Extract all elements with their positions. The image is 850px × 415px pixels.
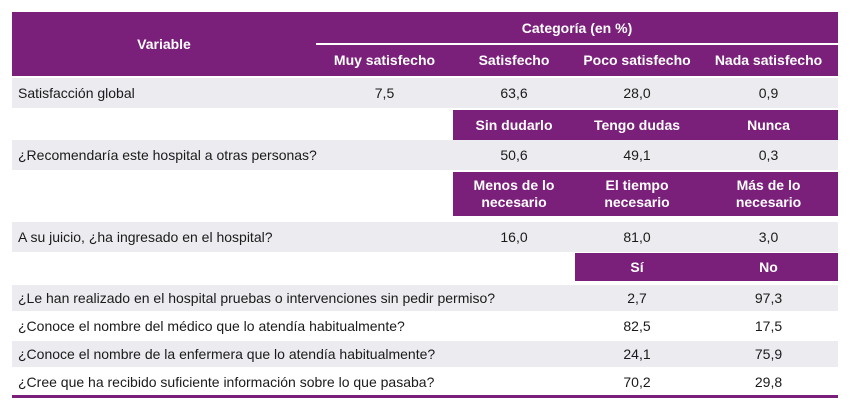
header-no: No <box>699 253 838 281</box>
header-col-poco-satisfecho: Poco satisfecho <box>575 45 699 76</box>
header-si: Sí <box>575 253 699 281</box>
header-tiempo-necesario: El tiempo necesario <box>575 172 699 216</box>
value-medico-si: 82,5 <box>575 313 699 339</box>
row-medico-label: ¿Conoce el nombre del médico que lo aten… <box>12 313 575 339</box>
header-col-muy-satisfecho: Muy satisfecho <box>316 45 453 76</box>
value-sin-dudarlo: 50,6 <box>453 140 575 170</box>
header-col-nada-satisfecho: Nada satisfecho <box>699 45 838 76</box>
value-pruebas-si: 2,7 <box>575 285 699 311</box>
value-enfermera-no: 75,9 <box>699 341 838 367</box>
header-sin-dudarlo: Sin dudarlo <box>453 110 575 140</box>
value-medico-no: 17,5 <box>699 313 838 339</box>
value-menos-necesario: 16,0 <box>453 222 575 252</box>
header-menos-necesario: Menos de lo necesario <box>453 172 575 216</box>
header-tengo-dudas: Tengo dudas <box>575 110 699 140</box>
header-category: Categoría (en %) <box>316 12 838 44</box>
value-pruebas-no: 97,3 <box>699 285 838 311</box>
value-tengo-dudas: 49,1 <box>575 140 699 170</box>
value-nada-satisfecho: 0,9 <box>699 78 838 108</box>
header-variable: Variable <box>12 12 316 76</box>
value-nunca: 0,3 <box>699 140 838 170</box>
value-mas-necesario: 3,0 <box>699 222 838 252</box>
value-informacion-si: 70,2 <box>575 369 699 395</box>
row-informacion-label: ¿Cree que ha recibido suficiente informa… <box>12 369 575 395</box>
row-ingreso-label: A su juicio, ¿ha ingresado en el hospita… <box>12 222 453 252</box>
value-poco-satisfecho: 28,0 <box>575 78 699 108</box>
row-enfermera-label: ¿Conoce el nombre de la enfermera que lo… <box>12 341 575 367</box>
header-col-satisfecho: Satisfecho <box>453 45 575 76</box>
header-nunca: Nunca <box>699 110 838 140</box>
row-recomendacion-label: ¿Recomendaría este hospital a otras pers… <box>12 140 453 170</box>
row-satisfaccion-label: Satisfacción global <box>12 78 316 108</box>
value-enfermera-si: 24,1 <box>575 341 699 367</box>
header-mas-necesario: Más de lo necesario <box>699 172 838 216</box>
value-tiempo-necesario: 81,0 <box>575 222 699 252</box>
value-satisfecho: 63,6 <box>453 78 575 108</box>
value-informacion-no: 29,8 <box>699 369 838 395</box>
value-muy-satisfecho: 7,5 <box>316 78 453 108</box>
row-pruebas-label: ¿Le han realizado en el hospital pruebas… <box>12 285 575 311</box>
table-bottom-rule <box>12 395 838 398</box>
